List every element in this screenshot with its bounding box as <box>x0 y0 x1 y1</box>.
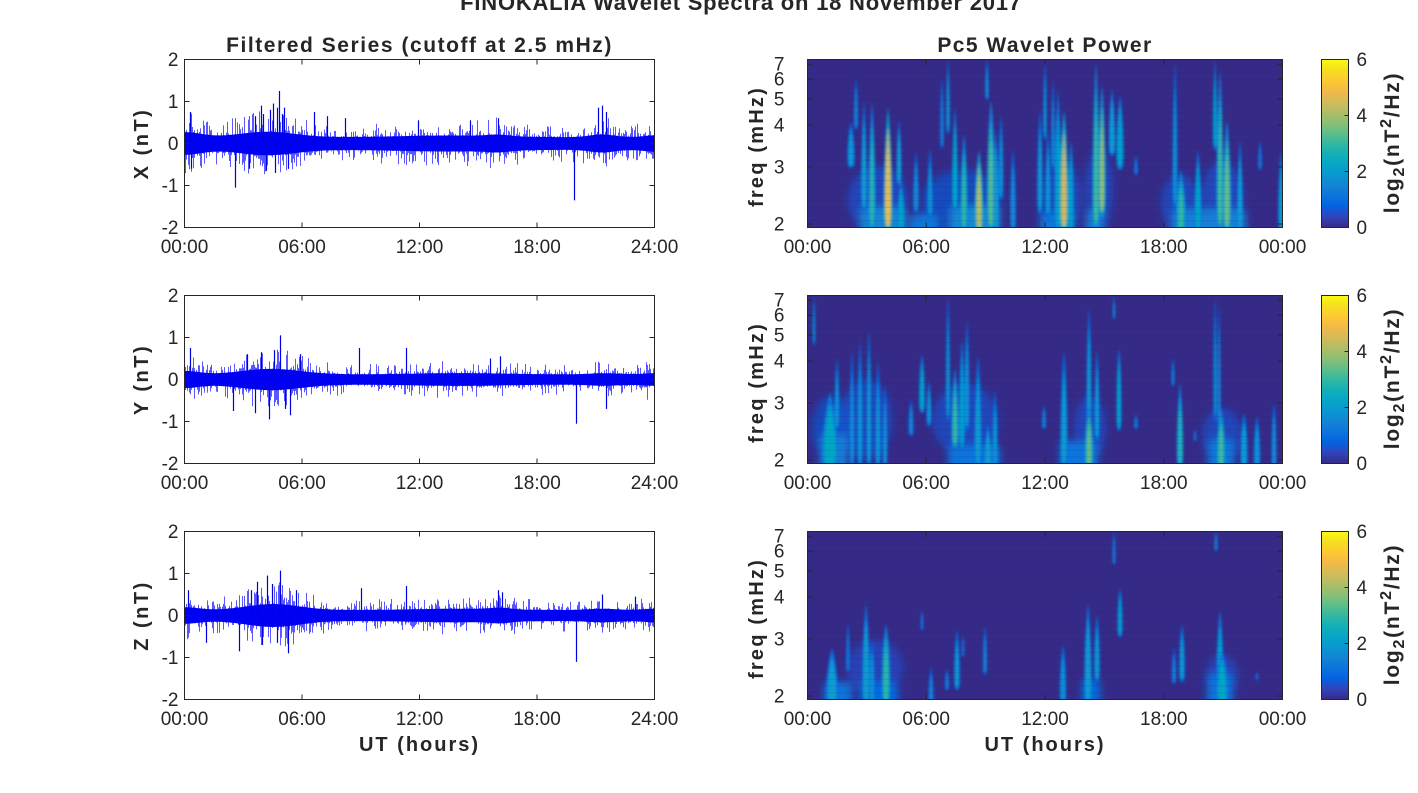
svg-text:1: 1 <box>168 564 179 585</box>
svg-text:6: 6 <box>1357 50 1368 71</box>
svg-text:12:00: 12:00 <box>1021 237 1069 258</box>
svg-text:00:00: 00:00 <box>784 709 832 730</box>
svg-text:log2(nT2/Hz): log2(nT2/Hz) <box>1378 308 1408 449</box>
svg-text:7: 7 <box>774 55 785 76</box>
svg-text:2: 2 <box>774 215 785 236</box>
svg-text:4: 4 <box>1357 106 1368 127</box>
svg-text:06:00: 06:00 <box>902 709 950 730</box>
svg-text:5: 5 <box>774 89 785 110</box>
svg-text:log2(nT2/Hz): log2(nT2/Hz) <box>1378 544 1408 685</box>
svg-text:UT (hours): UT (hours) <box>984 734 1105 756</box>
svg-text:0: 0 <box>1357 218 1368 239</box>
svg-text:Z (nT): Z (nT) <box>131 580 153 651</box>
svg-text:4: 4 <box>774 351 785 372</box>
svg-text:2: 2 <box>1357 398 1368 419</box>
svg-text:-1: -1 <box>162 176 179 197</box>
svg-text:5: 5 <box>774 561 785 582</box>
svg-text:12:00: 12:00 <box>396 237 444 258</box>
svg-text:18:00: 18:00 <box>1140 237 1188 258</box>
svg-text:06:00: 06:00 <box>278 709 326 730</box>
svg-text:06:00: 06:00 <box>278 237 326 258</box>
svg-text:2: 2 <box>168 286 179 307</box>
svg-text:00:00: 00:00 <box>161 709 209 730</box>
svg-text:00:00: 00:00 <box>1259 473 1307 494</box>
svg-text:freq (mHz): freq (mHz) <box>746 322 768 443</box>
svg-text:2: 2 <box>774 451 785 472</box>
svg-text:18:00: 18:00 <box>1140 473 1188 494</box>
svg-text:06:00: 06:00 <box>902 237 950 258</box>
svg-text:00:00: 00:00 <box>161 473 209 494</box>
svg-text:2: 2 <box>774 687 785 708</box>
svg-text:24:00: 24:00 <box>631 709 679 730</box>
svg-text:6: 6 <box>1357 286 1368 307</box>
svg-text:18:00: 18:00 <box>513 237 561 258</box>
svg-text:12:00: 12:00 <box>396 709 444 730</box>
svg-text:Filtered Series (cutoff at 2.5: Filtered Series (cutoff at 2.5 mHz) <box>226 34 613 57</box>
svg-text:-1: -1 <box>162 412 179 433</box>
svg-text:X (nT): X (nT) <box>131 108 153 180</box>
svg-text:-2: -2 <box>162 690 179 711</box>
svg-text:2: 2 <box>168 522 179 543</box>
svg-text:00:00: 00:00 <box>1259 237 1307 258</box>
svg-text:FINOKALIA Wavelet Spectra on 1: FINOKALIA Wavelet Spectra on 18 November… <box>460 0 1022 15</box>
svg-text:freq (mHz): freq (mHz) <box>746 558 768 679</box>
svg-text:0: 0 <box>168 134 179 155</box>
svg-text:12:00: 12:00 <box>1021 709 1069 730</box>
svg-text:0: 0 <box>168 606 179 627</box>
svg-text:6: 6 <box>774 542 785 563</box>
svg-text:2: 2 <box>168 50 179 71</box>
svg-text:3: 3 <box>774 630 785 651</box>
svg-text:-2: -2 <box>162 218 179 239</box>
svg-text:0: 0 <box>168 370 179 391</box>
svg-text:00:00: 00:00 <box>161 237 209 258</box>
svg-text:1: 1 <box>168 328 179 349</box>
svg-text:24:00: 24:00 <box>631 473 679 494</box>
svg-text:7: 7 <box>774 291 785 312</box>
svg-text:Y (nT): Y (nT) <box>131 344 153 415</box>
svg-text:log2(nT2/Hz): log2(nT2/Hz) <box>1378 72 1408 213</box>
svg-text:3: 3 <box>774 158 785 179</box>
svg-text:5: 5 <box>774 325 785 346</box>
svg-text:6: 6 <box>1357 522 1368 543</box>
svg-text:-1: -1 <box>162 648 179 669</box>
svg-text:freq (mHz): freq (mHz) <box>746 86 768 207</box>
svg-text:18:00: 18:00 <box>1140 709 1188 730</box>
svg-text:18:00: 18:00 <box>513 709 561 730</box>
svg-text:0: 0 <box>1357 454 1368 475</box>
svg-text:00:00: 00:00 <box>784 237 832 258</box>
svg-text:3: 3 <box>774 394 785 415</box>
svg-text:4: 4 <box>1357 342 1368 363</box>
svg-text:06:00: 06:00 <box>902 473 950 494</box>
svg-text:00:00: 00:00 <box>784 473 832 494</box>
svg-text:7: 7 <box>774 527 785 548</box>
svg-text:12:00: 12:00 <box>396 473 444 494</box>
svg-text:6: 6 <box>774 70 785 91</box>
svg-text:18:00: 18:00 <box>513 473 561 494</box>
svg-text:4: 4 <box>1357 578 1368 599</box>
svg-text:4: 4 <box>774 115 785 136</box>
svg-text:1: 1 <box>168 92 179 113</box>
svg-text:24:00: 24:00 <box>631 237 679 258</box>
svg-text:2: 2 <box>1357 634 1368 655</box>
svg-text:0: 0 <box>1357 690 1368 711</box>
svg-text:2: 2 <box>1357 162 1368 183</box>
svg-text:4: 4 <box>774 587 785 608</box>
svg-text:6: 6 <box>774 306 785 327</box>
svg-text:06:00: 06:00 <box>278 473 326 494</box>
svg-text:12:00: 12:00 <box>1021 473 1069 494</box>
svg-text:00:00: 00:00 <box>1259 709 1307 730</box>
svg-text:-2: -2 <box>162 454 179 475</box>
svg-text:Pc5 Wavelet Power: Pc5 Wavelet Power <box>937 34 1152 57</box>
svg-text:UT (hours): UT (hours) <box>359 734 480 756</box>
